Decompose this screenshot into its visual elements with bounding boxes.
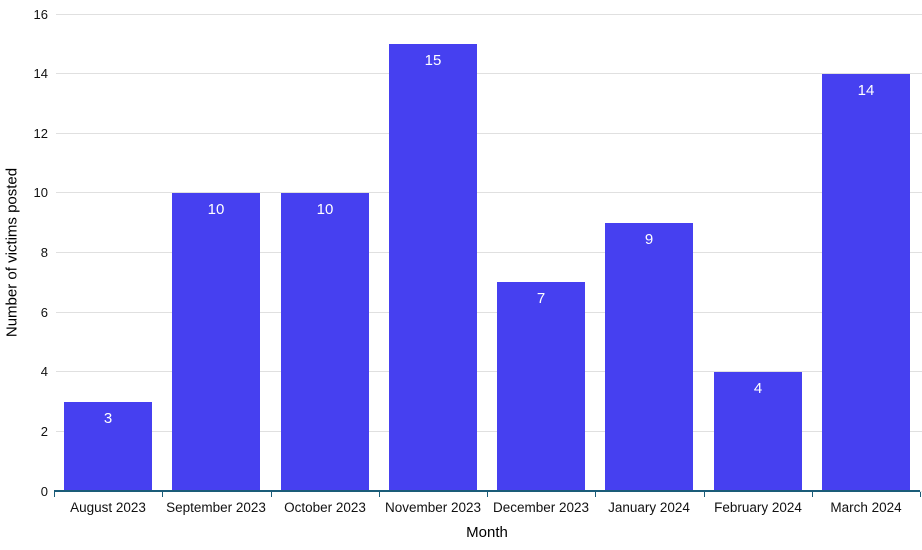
bar-value-label: 10: [207, 200, 225, 218]
gridline-y-16: [56, 13, 922, 15]
x-axis-tick: [162, 492, 163, 497]
x-tick-label-december-2023: December 2023: [492, 500, 590, 515]
bar-september-2023: [172, 192, 260, 491]
gridline-y-12: [56, 132, 922, 134]
x-axis-tick: [379, 492, 380, 497]
gridline-y-10: [56, 192, 922, 194]
gridline-y-14: [56, 73, 922, 75]
bar-october-2023: [281, 192, 369, 491]
x-axis-tick: [812, 492, 813, 497]
y-tick-label-4: 4: [40, 364, 48, 380]
y-tick-label-12: 12: [33, 125, 48, 141]
bar-value-label: 9: [644, 230, 654, 248]
y-tick-label-6: 6: [40, 304, 48, 320]
y-axis-title: Number of victims posted: [3, 167, 21, 338]
bar-august-2023: [64, 401, 152, 491]
x-axis-tick: [54, 492, 55, 497]
x-axis-tick: [704, 492, 705, 497]
gridline-y-6: [56, 311, 922, 313]
bar-january-2024: [605, 222, 693, 491]
gridline-y-4: [56, 371, 922, 373]
bar-march-2024: [822, 73, 910, 491]
x-tick-label-march-2024: March 2024: [830, 500, 902, 515]
bar-value-label: 10: [316, 200, 334, 218]
bar-december-2023: [497, 282, 585, 491]
bar-november-2023: [389, 43, 477, 491]
x-axis-tick: [595, 492, 596, 497]
gridline-y-2: [56, 430, 922, 432]
x-tick-label-august-2023: August 2023: [70, 500, 146, 515]
bar-value-label: 7: [536, 290, 546, 308]
bar-value-label: 14: [857, 81, 875, 99]
x-tick-label-november-2023: November 2023: [384, 500, 482, 515]
x-tick-label-october-2023: October 2023: [284, 500, 366, 515]
y-tick-label-8: 8: [40, 245, 48, 260]
bar-february-2024: [714, 371, 802, 491]
x-tick-label-january-2024: January 2024: [608, 500, 690, 515]
x-tick-label-february-2024: February 2024: [714, 500, 802, 515]
y-tick-label-10: 10: [33, 185, 48, 201]
gridline-y-8: [56, 252, 922, 253]
x-axis-line: [54, 490, 920, 492]
y-tick-label-0: 0: [40, 483, 48, 499]
x-axis-tick: [920, 492, 921, 497]
x-tick-label-september-2023: September 2023: [166, 500, 266, 515]
y-tick-label-16: 16: [33, 6, 48, 22]
x-axis-title: Month: [466, 524, 508, 541]
x-axis-tick: [271, 492, 272, 497]
bar-value-label: 3: [103, 409, 113, 427]
y-tick-label-2: 2: [40, 423, 48, 439]
y-tick-label-14: 14: [33, 66, 48, 82]
bar-value-label: 15: [424, 51, 442, 69]
bar-value-label: 4: [753, 379, 763, 397]
x-axis-tick: [487, 492, 488, 497]
